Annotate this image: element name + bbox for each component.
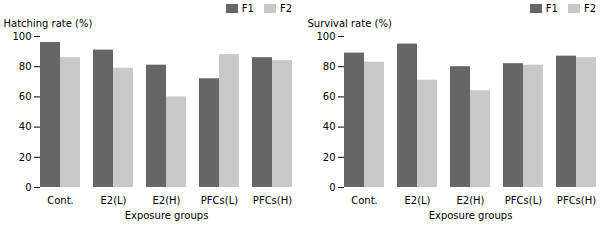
svg-text:PFCs(L): PFCs(L) bbox=[201, 195, 238, 206]
svg-text:40: 40 bbox=[19, 121, 32, 132]
svg-text:E2(H): E2(H) bbox=[152, 195, 180, 206]
svg-text:Cont.: Cont. bbox=[351, 195, 378, 206]
svg-text:PFCs(L): PFCs(L) bbox=[505, 195, 542, 206]
svg-text:0: 0 bbox=[329, 182, 335, 193]
svg-text:100: 100 bbox=[12, 31, 31, 42]
svg-text:100: 100 bbox=[316, 31, 335, 42]
svg-text:E2(L): E2(L) bbox=[404, 195, 430, 206]
svg-text:PFCs(H): PFCs(H) bbox=[253, 195, 292, 206]
svg-text:60: 60 bbox=[323, 91, 336, 102]
html-text:F1: F1 bbox=[241, 2, 254, 14]
svg-text:0: 0 bbox=[25, 182, 31, 193]
html-text:F2: F2 bbox=[279, 2, 292, 14]
svg-text:80: 80 bbox=[19, 61, 32, 72]
svg-text:E2(H): E2(H) bbox=[456, 195, 484, 206]
svg-text:Hatching rate (%): Hatching rate (%) bbox=[4, 18, 93, 29]
svg-text:20: 20 bbox=[323, 152, 336, 163]
svg-text:PFCs(H): PFCs(H) bbox=[557, 195, 596, 206]
svg-text:Cont.: Cont. bbox=[47, 195, 74, 206]
svg-text:40: 40 bbox=[323, 121, 336, 132]
html-text:F1: F1 bbox=[545, 2, 558, 14]
svg-text:20: 20 bbox=[19, 152, 32, 163]
html-text:F2: F2 bbox=[583, 2, 596, 14]
svg-text:E2(L): E2(L) bbox=[100, 195, 126, 206]
svg-text:Exposure groups: Exposure groups bbox=[125, 210, 209, 221]
svg-text:Survival rate (%): Survival rate (%) bbox=[308, 18, 392, 29]
svg-text:Exposure groups: Exposure groups bbox=[429, 210, 513, 221]
svg-text:60: 60 bbox=[19, 91, 32, 102]
svg-text:80: 80 bbox=[323, 61, 336, 72]
